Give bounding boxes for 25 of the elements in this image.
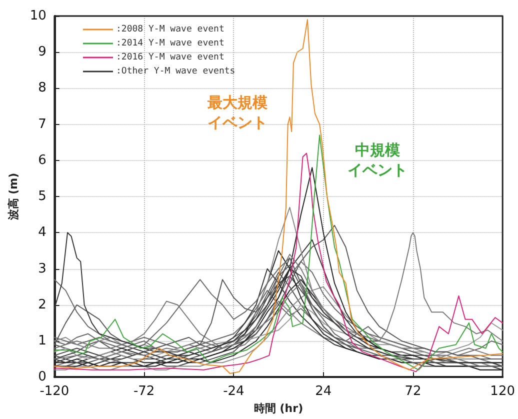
x-tick-label: 72	[404, 384, 422, 400]
y-tick-label: 2	[38, 297, 46, 312]
legend-label: :2008 Y-M wave event	[116, 24, 224, 34]
x-tick-label: -120	[40, 384, 70, 400]
annotation: 最大規模イベント	[206, 94, 268, 132]
x-tick-label: -24	[223, 384, 244, 400]
y-tick-label: 7	[38, 116, 46, 132]
y-tick-label: 10	[30, 8, 46, 24]
legend-label: :2014 Y-M wave event	[116, 38, 224, 48]
x-axis-title: 時間 (hr)	[254, 402, 304, 415]
y-axis-title: 波高 (m)	[7, 172, 20, 222]
y-tick-label: 6	[38, 152, 46, 168]
x-tick-label: -72	[133, 384, 155, 400]
y-tick-label: 4	[38, 225, 46, 240]
y-tick-label: 8	[38, 80, 46, 96]
legend-label: :Other Y-M wave events	[116, 66, 236, 76]
y-tick-label: 0	[38, 370, 46, 385]
y-tick-label: 1	[38, 333, 46, 348]
y-tick-label: 5	[38, 189, 46, 204]
y-tick-label: 9	[38, 44, 46, 60]
x-tick-label: 120	[490, 384, 516, 400]
annotation: 中規模イベント	[348, 141, 408, 180]
legend-label: :2016 Y-M wave event	[116, 52, 224, 62]
y-tick-label: 3	[38, 261, 46, 276]
x-tick-label: 24	[315, 384, 332, 400]
